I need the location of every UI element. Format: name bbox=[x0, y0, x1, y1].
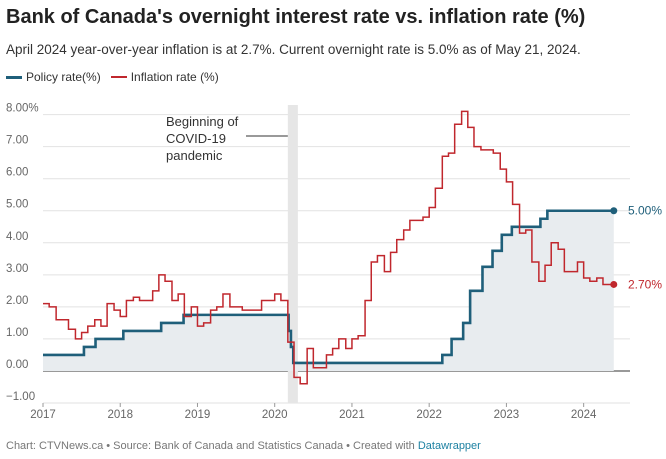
series-line-policy-rate bbox=[43, 209, 614, 365]
legend-item-policy-rate: Policy rate(%) bbox=[6, 70, 101, 84]
series-line-inflation-rate bbox=[43, 110, 614, 385]
series-end-label-policy-rate: 5.00% bbox=[628, 204, 662, 218]
y-tick-label: 1.00 bbox=[6, 327, 28, 339]
chart-footer: Chart: CTVNews.ca • Source: Bank of Cana… bbox=[6, 440, 481, 452]
legend-label-policy-rate: Policy rate(%) bbox=[26, 70, 101, 84]
x-tick-label: 2019 bbox=[185, 409, 211, 421]
series-end-label-inflation-rate: 2.70% bbox=[628, 277, 662, 291]
x-tick-label: 2022 bbox=[416, 409, 442, 421]
y-tick-label: 8.00% bbox=[6, 103, 39, 115]
y-tick-label: 2.00 bbox=[6, 295, 28, 307]
y-tick-label: 0.00 bbox=[6, 359, 28, 371]
x-tick-label: 2021 bbox=[339, 409, 365, 421]
legend-swatch-policy-rate bbox=[6, 75, 22, 79]
footer-source: Chart: CTVNews.ca • Source: Bank of Cana… bbox=[6, 440, 418, 452]
y-tick-label: 3.00 bbox=[6, 263, 28, 275]
y-tick-label: 7.00 bbox=[6, 135, 28, 147]
footer-brand-link[interactable]: Datawrapper bbox=[417, 440, 481, 452]
legend-swatch-inflation-rate bbox=[110, 76, 127, 78]
covid-annotation-text: pandemic bbox=[166, 148, 223, 163]
covid-annotation-text: COVID-19 bbox=[166, 131, 226, 146]
legend-label-inflation-rate: Inflation rate (%) bbox=[130, 70, 219, 84]
x-tick-label: 2023 bbox=[494, 409, 520, 421]
covid-band bbox=[287, 105, 298, 403]
chart-subtitle: April 2024 year-over-year inflation is a… bbox=[6, 42, 581, 57]
covid-annotation-text: Beginning of bbox=[166, 114, 239, 129]
series-end-point-policy-rate bbox=[610, 207, 618, 215]
x-tick-label: 2018 bbox=[107, 409, 133, 421]
chart-title: Bank of Canada's overnight interest rate… bbox=[6, 6, 586, 28]
x-tick-label: 2024 bbox=[571, 409, 597, 421]
legend-item-inflation-rate: Inflation rate (%) bbox=[110, 70, 219, 84]
series-area-policy-rate bbox=[43, 210, 614, 371]
series-end-point-inflation-rate bbox=[610, 280, 618, 288]
x-tick-label: 2017 bbox=[30, 409, 56, 421]
legend: Policy rate(%) Inflation rate (%) bbox=[6, 70, 229, 84]
y-tick-label: −1.00 bbox=[6, 391, 35, 403]
y-tick-label: 4.00 bbox=[6, 231, 28, 243]
y-tick-label: 6.00 bbox=[6, 167, 28, 179]
y-tick-label: 5.00 bbox=[6, 199, 28, 211]
x-tick-label: 2020 bbox=[262, 409, 288, 421]
